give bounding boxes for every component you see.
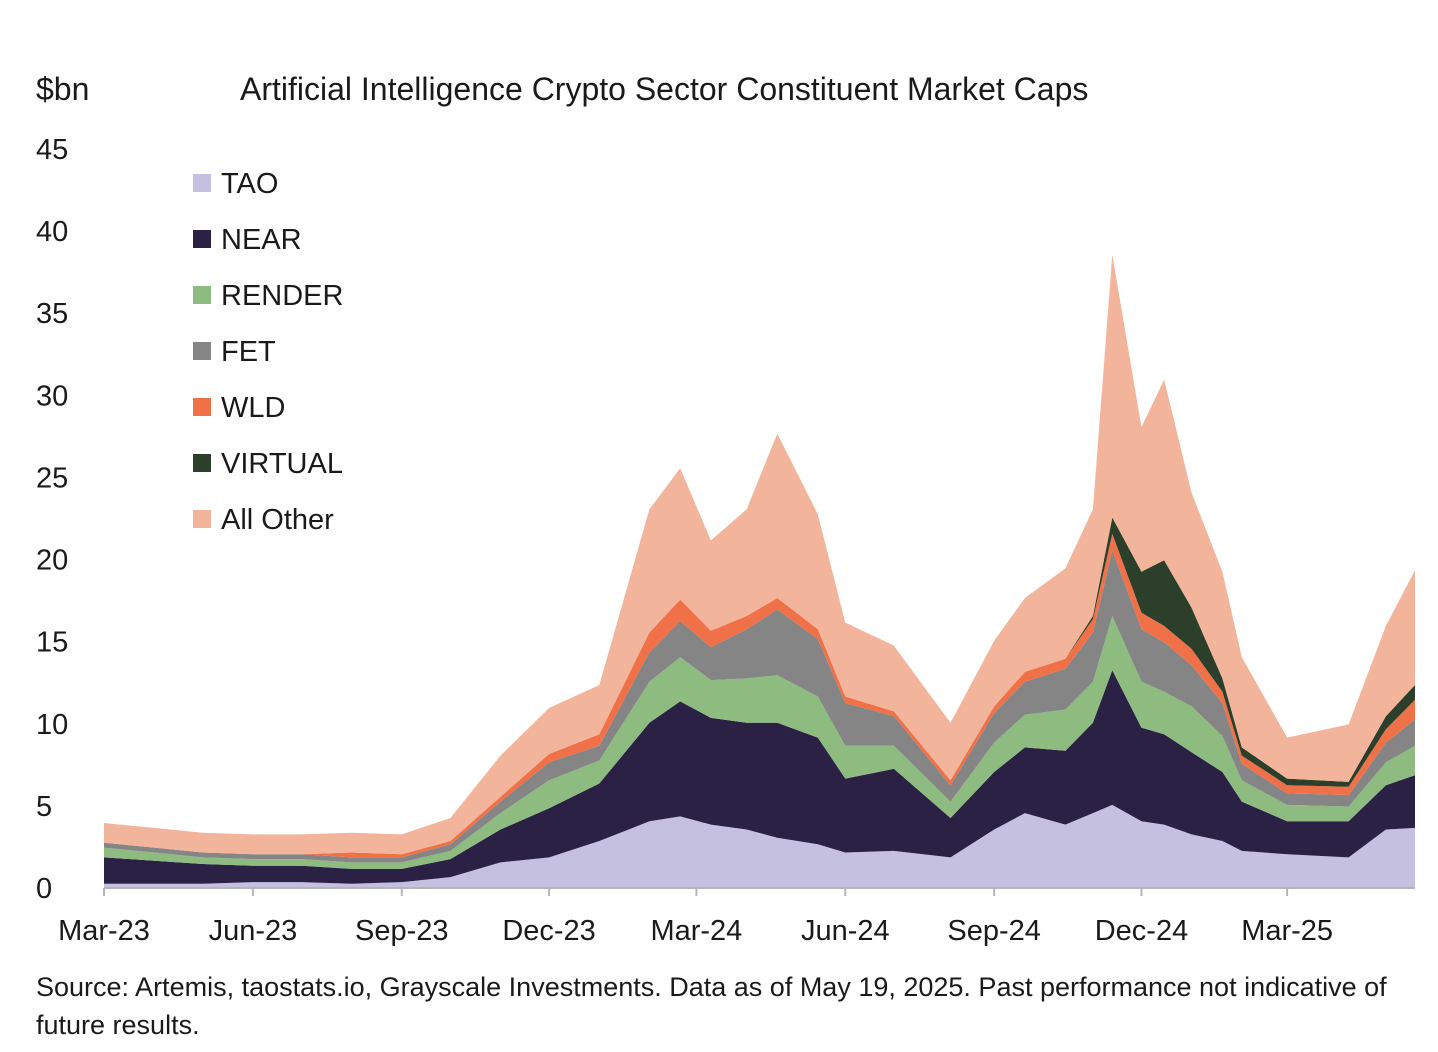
x-tick-label: Sep-24 bbox=[947, 915, 1041, 947]
series-areas bbox=[104, 254, 1415, 887]
y-axis-unit-label: $bn bbox=[36, 71, 89, 107]
legend-swatch bbox=[193, 174, 211, 192]
y-tick-label: 20 bbox=[36, 545, 68, 577]
x-tick-label: Mar-24 bbox=[650, 915, 742, 947]
y-tick-label: 30 bbox=[36, 380, 68, 412]
x-tick-label: Jun-24 bbox=[801, 915, 890, 947]
legend-label: TAO bbox=[221, 168, 278, 200]
legend-label: VIRTUAL bbox=[221, 448, 343, 480]
x-axis: Mar-23 Jun-23 Sep-23 Dec-23 Mar-24 Jun-24 Sep-… bbox=[58, 887, 1415, 947]
legend-swatch bbox=[193, 286, 211, 304]
x-tick-label: Jun-23 bbox=[209, 915, 298, 947]
legend-swatch bbox=[193, 230, 211, 248]
legend-swatch bbox=[193, 342, 211, 360]
stacked-area-chart: $bn Artificial Intelligence Crypto Secto… bbox=[36, 71, 1415, 947]
x-tick-label: Sep-23 bbox=[355, 915, 449, 947]
source-note: Source: Artemis, taostats.io, Grayscale … bbox=[36, 972, 1387, 1040]
legend-label: WLD bbox=[221, 392, 285, 424]
legend-swatch bbox=[193, 398, 211, 416]
series-area-tao bbox=[104, 804, 1415, 887]
y-tick-label: 0 bbox=[36, 873, 52, 905]
legend-label: All Other bbox=[221, 504, 334, 536]
chart-title: Artificial Intelligence Crypto Sector Co… bbox=[240, 71, 1088, 107]
y-axis: 0 5 10 15 20 25 30 35 40 45 bbox=[36, 134, 68, 905]
x-tick-label: Dec-24 bbox=[1095, 915, 1189, 947]
y-tick-label: 40 bbox=[36, 216, 68, 248]
y-tick-label: 15 bbox=[36, 627, 68, 659]
legend-label: NEAR bbox=[221, 224, 302, 256]
y-tick-label: 25 bbox=[36, 462, 68, 494]
x-tick-label: Mar-23 bbox=[58, 915, 150, 947]
y-tick-label: 5 bbox=[36, 791, 52, 823]
legend-swatch bbox=[193, 510, 211, 528]
x-tick-label: Mar-25 bbox=[1241, 915, 1333, 947]
legend-label: FET bbox=[221, 336, 276, 368]
legend-label: RENDER bbox=[221, 280, 343, 312]
series-area-all-other bbox=[104, 254, 1415, 855]
y-tick-label: 45 bbox=[36, 134, 68, 166]
y-tick-label: 10 bbox=[36, 709, 68, 741]
legend: TAO NEAR RENDER FET WLD VIRTUAL All Other bbox=[193, 168, 343, 536]
series-area-near bbox=[104, 670, 1415, 884]
y-tick-label: 35 bbox=[36, 298, 68, 330]
legend-swatch bbox=[193, 454, 211, 472]
x-tick-label: Dec-23 bbox=[502, 915, 596, 947]
